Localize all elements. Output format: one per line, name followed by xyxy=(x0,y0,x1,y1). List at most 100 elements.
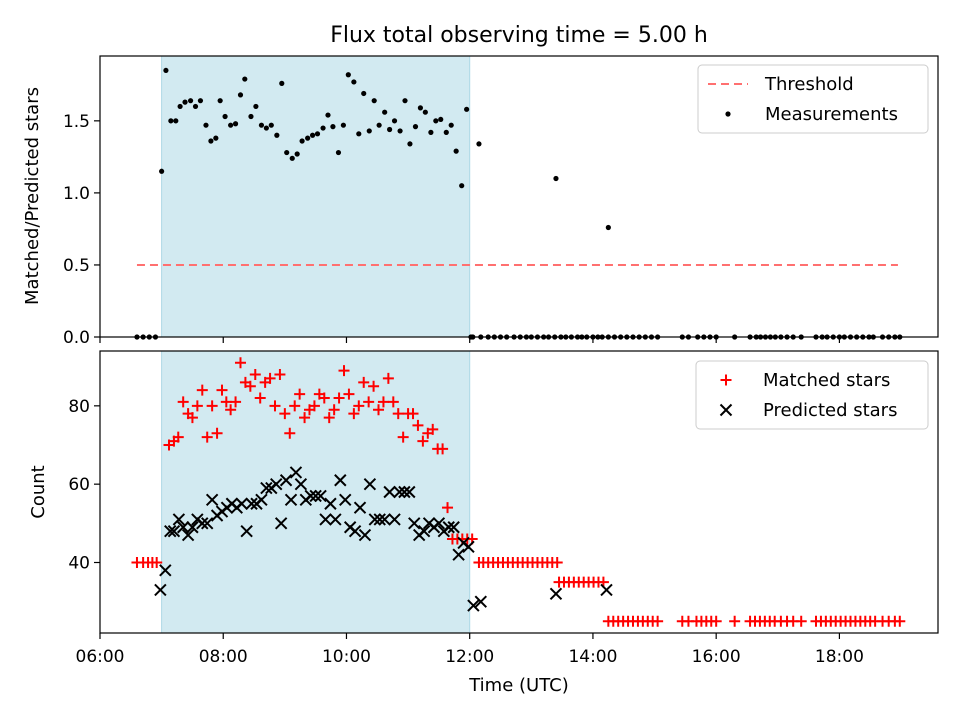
measurement-point xyxy=(422,109,428,115)
matched-star-marker xyxy=(407,408,419,420)
x-tick-label: 16:00 xyxy=(692,647,741,667)
matched-star-marker xyxy=(343,388,355,400)
measurement-point xyxy=(553,175,559,182)
x-tick-label: 08:00 xyxy=(199,647,248,667)
measurement-point xyxy=(412,124,419,130)
matched-star-marker xyxy=(186,412,198,424)
predicted-star-marker xyxy=(255,493,268,507)
y-tick-label: 80 xyxy=(68,397,90,417)
matched-star-marker xyxy=(323,412,335,424)
measurement-point xyxy=(397,128,403,134)
legend-threshold-label: Threshold xyxy=(764,74,854,95)
matched-star-marker xyxy=(437,443,449,455)
matched-star-marker xyxy=(230,396,242,408)
legend-box xyxy=(697,64,929,134)
measurement-point xyxy=(391,118,398,124)
measurement-point xyxy=(382,109,388,115)
measurement-point xyxy=(208,138,214,144)
measurement-point xyxy=(366,128,372,134)
measurement-point xyxy=(433,118,439,124)
predicted-star-marker xyxy=(167,524,181,538)
predicted-star-marker xyxy=(245,497,258,510)
measurement-point xyxy=(217,98,223,104)
y-tick-label: 0.5 xyxy=(63,256,90,276)
matched-star-marker xyxy=(368,380,380,392)
matched-star-marker xyxy=(191,400,203,412)
predicted-star-marker xyxy=(164,524,177,538)
top-y-axis-label: Matched/Predicted stars xyxy=(22,87,43,305)
x-tick-label: 06:00 xyxy=(76,647,125,667)
matched-star-marker xyxy=(211,427,223,439)
matched-star-marker xyxy=(373,404,385,416)
matched-star-marker xyxy=(392,408,404,420)
matched-star-marker xyxy=(220,396,232,408)
measurement-point xyxy=(177,103,183,110)
predicted-star-marker xyxy=(388,513,401,526)
matched-star-marker xyxy=(417,435,429,447)
predicted-star-marker xyxy=(358,528,372,542)
measurement-point xyxy=(173,118,179,124)
plot-frame xyxy=(99,350,939,634)
matched-star-marker xyxy=(551,557,563,568)
predicted-star-marker xyxy=(201,517,214,530)
measurement-point xyxy=(314,131,321,137)
matched-star-marker xyxy=(348,408,360,420)
matched-star-marker xyxy=(216,384,228,396)
matched-star-marker xyxy=(201,431,213,443)
predicted-star-marker xyxy=(474,595,488,608)
measurement-point xyxy=(387,126,393,133)
predicted-star-marker xyxy=(235,497,248,510)
predicted-star-marker xyxy=(329,513,342,526)
measurement-point xyxy=(453,148,459,154)
predicted-star-marker xyxy=(319,513,332,526)
predicted-star-marker xyxy=(181,528,195,542)
bottom-panel: 40 60 80 06:00 08:00 10:00 12:00 14:00 16:00 18:0… xyxy=(28,350,939,696)
measurement-point xyxy=(253,103,259,110)
measurement-point xyxy=(356,131,362,137)
matched-star-marker xyxy=(652,615,664,627)
legend-measurements-label: Measurements xyxy=(765,104,898,125)
x-tick-label: 10:00 xyxy=(322,647,371,667)
matched-star-marker xyxy=(427,423,439,435)
matched-star-marker xyxy=(249,369,261,380)
measurement-point xyxy=(203,122,209,128)
measurement-point xyxy=(284,149,290,156)
matched-star-marker xyxy=(254,392,266,404)
predicted-star-marker xyxy=(348,524,362,538)
measurement-point xyxy=(443,129,449,135)
matched-star-marker xyxy=(795,615,807,627)
predicted-star-marker xyxy=(172,513,186,526)
predicted-star-marker xyxy=(462,540,475,554)
measurement-point xyxy=(289,155,295,161)
matched-star-marker xyxy=(172,431,184,443)
x-axis-label: Time (UTC) xyxy=(468,675,569,696)
measurement-point xyxy=(335,149,342,156)
matched-star-marker xyxy=(333,392,345,404)
measurement-point xyxy=(325,112,331,118)
matched-star-marker xyxy=(382,372,394,384)
predicted-stars-points xyxy=(154,466,613,612)
predicted-star-marker xyxy=(549,587,563,601)
matched-star-marker xyxy=(274,369,286,380)
measurement-point xyxy=(305,135,311,141)
measurement-point xyxy=(237,92,244,98)
plot-frame xyxy=(99,55,939,338)
measurement-point xyxy=(476,141,482,147)
measurement-point xyxy=(228,122,234,128)
matched-star-marker xyxy=(328,404,340,416)
matched-star-marker xyxy=(729,615,741,627)
matched-star-marker xyxy=(353,400,365,412)
measurement-point xyxy=(448,122,454,128)
matched-star-marker xyxy=(894,615,906,627)
predicted-star-marker xyxy=(260,481,273,495)
matched-star-marker xyxy=(377,396,389,408)
predicted-star-marker xyxy=(196,517,209,530)
measurement-point xyxy=(330,124,336,130)
predicted-star-marker xyxy=(467,599,480,612)
measurement-point xyxy=(274,132,280,138)
matched-star-marker xyxy=(387,396,399,408)
measurement-point xyxy=(402,98,408,104)
predicted-star-marker xyxy=(270,477,283,491)
top-axes: 0.0 0.5 1.0 1.5 xyxy=(63,55,939,348)
measurement-point xyxy=(428,129,434,135)
